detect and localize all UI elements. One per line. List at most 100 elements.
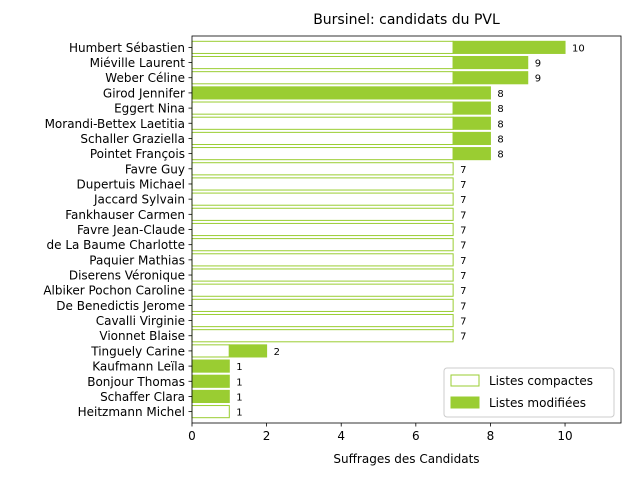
bar-compact bbox=[191, 71, 454, 85]
bar-compact bbox=[191, 192, 454, 206]
category-label: de La Baume Charlotte bbox=[47, 238, 186, 252]
category-label: Pointet François bbox=[90, 147, 185, 161]
bar-compact bbox=[191, 131, 454, 146]
category-label: Morandi-Bettex Laetitia bbox=[45, 117, 185, 131]
category-label: Schaffer Clara bbox=[100, 390, 185, 404]
category-label: Diserens Véronique bbox=[69, 269, 185, 283]
data-label: 7 bbox=[460, 301, 466, 312]
category-label: Favre Guy bbox=[125, 162, 185, 176]
category-label: Girod Jennifer bbox=[103, 86, 185, 100]
category-label: Bonjour Thomas bbox=[87, 375, 185, 389]
bar-compact bbox=[191, 405, 230, 419]
data-label: 1 bbox=[236, 392, 242, 403]
bar-modified bbox=[452, 40, 566, 54]
category-label: Vionnet Blaise bbox=[99, 329, 185, 343]
x-tick-label: 2 bbox=[263, 429, 271, 443]
bar-compact bbox=[191, 147, 454, 161]
bar-compact bbox=[191, 329, 454, 343]
bar-modified bbox=[191, 86, 491, 100]
data-label: 7 bbox=[460, 226, 466, 237]
bar-compact bbox=[191, 116, 454, 130]
data-label: 8 bbox=[497, 150, 503, 161]
data-label: 7 bbox=[460, 210, 466, 221]
data-label: 8 bbox=[497, 89, 503, 100]
category-label: Eggert Nina bbox=[114, 102, 185, 116]
data-label: 7 bbox=[460, 332, 466, 343]
bar-compact bbox=[191, 40, 454, 54]
bar-compact bbox=[191, 207, 454, 221]
category-label: Albiker Pochon Caroline bbox=[43, 284, 185, 298]
legend-swatch-compact bbox=[450, 374, 480, 387]
data-label: 7 bbox=[460, 286, 466, 297]
bar-modified bbox=[191, 374, 230, 388]
x-tick-label: 8 bbox=[487, 429, 495, 443]
category-label: Cavalli Virginie bbox=[96, 314, 185, 328]
plot-frame bbox=[191, 35, 622, 424]
bar-modified bbox=[452, 147, 491, 161]
bar-modified bbox=[452, 71, 529, 85]
category-label: Paquier Mathias bbox=[89, 253, 185, 267]
category-label: Kaufmann Leïla bbox=[92, 360, 185, 374]
bar-modified bbox=[191, 359, 230, 373]
bar-compact bbox=[191, 298, 454, 312]
bars-group bbox=[191, 40, 566, 419]
data-label: 8 bbox=[497, 104, 503, 115]
data-label: 9 bbox=[535, 59, 541, 70]
legend-label-modified: Listes modifiées bbox=[489, 396, 586, 410]
bar-compact bbox=[191, 238, 454, 252]
legend-box bbox=[443, 367, 615, 418]
category-label: Fankhauser Carmen bbox=[65, 208, 185, 222]
data-label: 7 bbox=[460, 256, 466, 267]
data-label: 1 bbox=[236, 408, 242, 419]
data-label: 1 bbox=[236, 377, 242, 388]
data-label: 2 bbox=[274, 347, 280, 358]
bar-compact bbox=[191, 344, 230, 358]
bar-modified bbox=[452, 131, 491, 146]
bar-value-labels: 10 9 9 8 8 8 8 8 7 7 7 7 7 7 7 7 7 7 7 7 2 1 1 1 1 bbox=[236, 43, 584, 418]
category-label: Miéville Laurent bbox=[90, 56, 186, 70]
x-tick-label: 6 bbox=[412, 429, 420, 443]
bar-modified bbox=[228, 344, 268, 358]
bar-modified bbox=[191, 389, 230, 404]
x-axis-label: Suffrages des Candidats bbox=[333, 452, 479, 466]
category-label: Humbert Sébastien bbox=[69, 41, 185, 55]
legend: Listes compactes Listes modifiées bbox=[443, 367, 615, 418]
bar-compact bbox=[191, 268, 454, 282]
bar-compact bbox=[191, 101, 454, 115]
data-label: 8 bbox=[497, 134, 503, 145]
bar-compact bbox=[191, 313, 454, 328]
bar-compact bbox=[191, 253, 454, 267]
category-label: Schaller Graziella bbox=[80, 132, 185, 146]
category-label: Weber Céline bbox=[105, 71, 185, 85]
category-label: Favre Jean-Claude bbox=[77, 223, 185, 237]
bar-modified bbox=[452, 55, 529, 70]
chart-title: Bursinel: candidats du PVL bbox=[313, 12, 500, 28]
x-axis: 0 2 4 6 8 10 bbox=[188, 423, 573, 443]
data-label: 8 bbox=[497, 119, 503, 130]
bar-compact bbox=[191, 283, 454, 297]
legend-label-compact: Listes compactes bbox=[489, 374, 593, 388]
bar-compact bbox=[191, 222, 454, 237]
category-label: Heitzmann Michel bbox=[78, 405, 185, 419]
legend-swatch-modified bbox=[450, 396, 480, 409]
data-label: 7 bbox=[460, 165, 466, 176]
data-label: 7 bbox=[460, 195, 466, 206]
category-label: De Benedictis Jerome bbox=[56, 299, 185, 313]
data-label: 1 bbox=[236, 362, 242, 373]
data-label: 7 bbox=[460, 317, 466, 328]
x-tick-label: 10 bbox=[557, 429, 572, 443]
bar-compact bbox=[191, 162, 454, 176]
bar-modified bbox=[452, 116, 491, 130]
bar-compact bbox=[191, 55, 454, 70]
data-label: 7 bbox=[460, 180, 466, 191]
x-tick-label: 0 bbox=[188, 429, 196, 443]
data-label: 9 bbox=[535, 74, 541, 85]
data-label: 10 bbox=[572, 43, 585, 54]
data-label: 7 bbox=[460, 271, 466, 282]
data-label: 7 bbox=[460, 241, 466, 252]
category-label: Tinguely Carine bbox=[90, 344, 185, 358]
category-label: Jaccard Sylvain bbox=[93, 193, 185, 207]
category-label: Dupertuis Michael bbox=[77, 177, 185, 191]
